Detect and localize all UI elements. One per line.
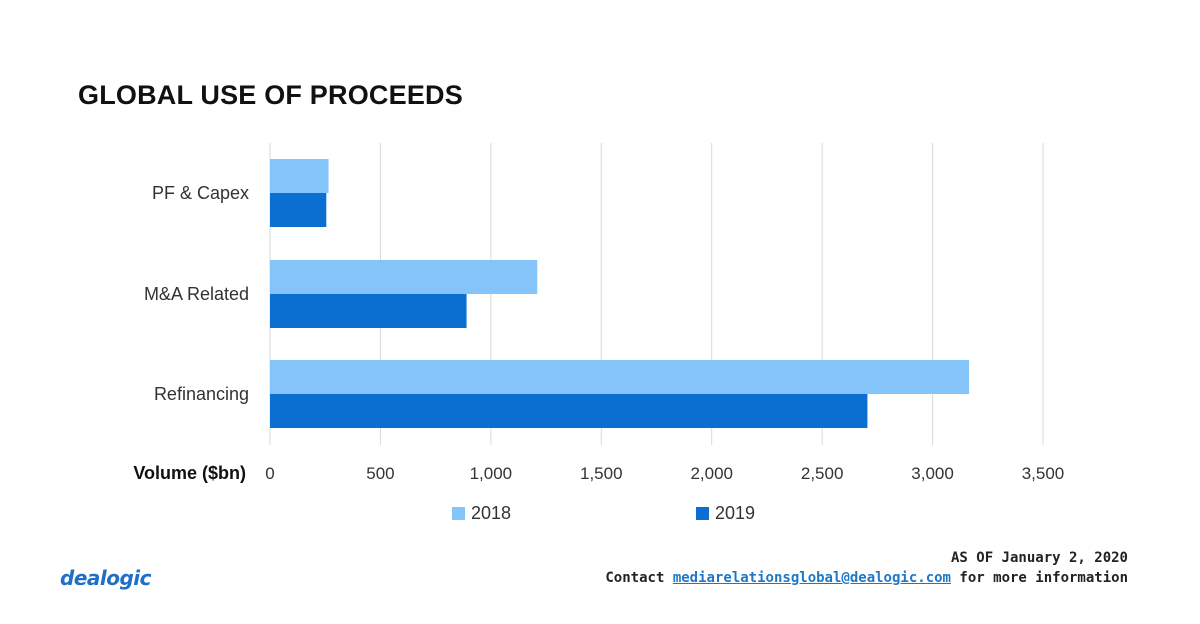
x-tick-label-0: 0 [265,464,274,483]
bar-2019-pf-capex [270,193,327,227]
chart-title: GLOBAL USE OF PROCEEDS [78,80,463,110]
x-tick-label-5: 2,500 [801,464,844,483]
x-tick-label-3: 1,500 [580,464,623,483]
bar-2018-m-a-related [270,260,538,294]
contact-line: Contact mediarelationsglobal@dealogic.co… [605,568,1128,588]
category-label-pf-capex: PF & Capex [152,183,249,203]
as-of-date: AS OF January 2, 2020 [950,550,1128,566]
legend: 2018 2019 [0,503,1200,527]
x-tick-label-7: 3,500 [1022,464,1065,483]
contact-prefix: Contact [605,570,665,586]
x-tick-label-1: 500 [366,464,394,483]
bar-2018-refinancing [270,360,970,394]
bar-2019-refinancing [270,394,868,428]
category-label-refinancing: Refinancing [154,384,249,404]
contact-suffix: for more information [959,570,1128,586]
footer: AS OF January 2, 2020 Contact mediarelat… [605,548,1128,588]
bar-2018-pf-capex [270,159,329,193]
legend-label-2018: 2018 [471,503,512,523]
x-tick-label-4: 2,000 [690,464,733,483]
x-tick-label-2: 1,000 [470,464,513,483]
legend-swatch-2019 [696,507,709,520]
contact-email-link[interactable]: mediarelationsglobal@dealogic.com [672,570,951,586]
legend-item-2018: 2018 [452,503,511,524]
bar-2019-m-a-related [270,294,467,328]
legend-swatch-2018 [452,507,465,520]
category-label-m-a-related: M&A Related [144,284,249,304]
legend-label-2019: 2019 [715,503,756,523]
x-tick-label-6: 3,000 [911,464,954,483]
dealogic-logo: dealogic [60,566,152,590]
legend-item-2019: 2019 [696,503,755,524]
x-axis-title: Volume ($bn) [133,463,246,483]
